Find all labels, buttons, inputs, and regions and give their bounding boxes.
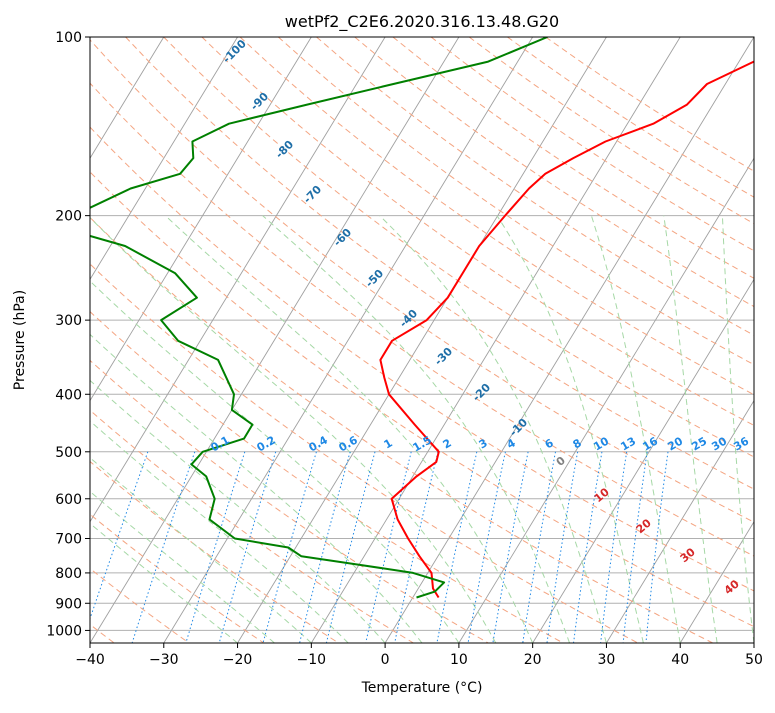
y-tick-label: 200: [55, 209, 82, 225]
x-tick-label: 20: [524, 652, 542, 668]
y-tick-label: 500: [55, 445, 82, 461]
y-axis-label: Pressure (hPa): [12, 290, 28, 390]
y-tick-label: 100: [55, 30, 82, 46]
y-tick-label: 400: [55, 387, 82, 403]
x-tick-label: 40: [671, 652, 689, 668]
x-axis-label: Temperature (°C): [361, 680, 483, 696]
y-tick-label: 900: [55, 596, 82, 612]
y-tick-label: 300: [55, 313, 82, 329]
x-tick-label: −40: [75, 652, 105, 668]
y-tick-label: 600: [55, 492, 82, 508]
y-tick-label: 700: [55, 532, 82, 548]
chart-title: wetPf2_C2E6.2020.316.13.48.G20: [285, 12, 559, 32]
x-tick-label: 50: [745, 652, 763, 668]
x-tick-label: −30: [149, 652, 179, 668]
x-tick-label: 30: [598, 652, 616, 668]
x-tick-label: −20: [223, 652, 253, 668]
x-tick-label: 10: [450, 652, 468, 668]
y-tick-label: 1000: [46, 623, 82, 639]
y-tick-label: 800: [55, 566, 82, 582]
x-tick-label: −10: [297, 652, 327, 668]
x-tick-label: 0: [381, 652, 390, 668]
